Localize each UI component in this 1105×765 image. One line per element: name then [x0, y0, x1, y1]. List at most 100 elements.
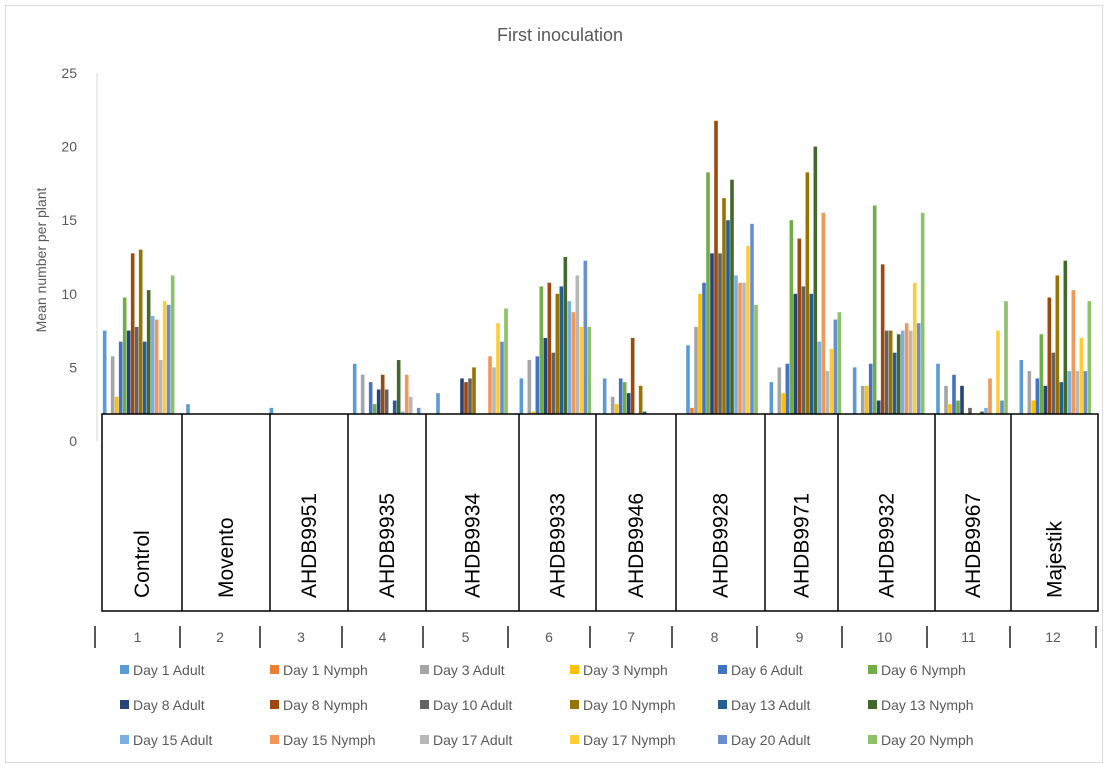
- legend-swatch: [120, 665, 129, 674]
- x-tick-label: 2: [216, 629, 224, 645]
- legend-swatch: [420, 700, 429, 709]
- bar-day-20-adult-cat-5: [500, 341, 504, 441]
- bar-day-20-nymph-cat-10: [920, 212, 925, 441]
- bar-day-13-nymph-cat-9: [813, 146, 818, 441]
- legend-label: Day 17 Adult: [433, 732, 512, 748]
- y-tick-label: 25: [61, 65, 77, 81]
- bar-day-20-nymph-cat-1: [170, 275, 175, 441]
- y-tick-label: 10: [61, 286, 77, 302]
- bar-day-17-adult-cat-6: [575, 275, 580, 441]
- bar-day-10-nymph-cat-12: [1055, 275, 1060, 441]
- legend-label: Day 3 Adult: [433, 662, 505, 678]
- y-tick-label: 0: [69, 433, 77, 449]
- bar-day-10-adult-cat-5: [468, 378, 472, 441]
- bar-day-15-nymph-cat-4: [404, 374, 409, 441]
- bar-day-6-adult-cat-6: [535, 356, 540, 441]
- treatment-label: AHDB9935: [376, 493, 399, 598]
- bar-day-13-adult-cat-12: [1059, 382, 1064, 441]
- bar-day-20-adult-cat-9: [833, 319, 838, 441]
- bar-day-6-adult-cat-1: [118, 341, 123, 441]
- x-tick-label: 3: [297, 629, 305, 645]
- bar-day-8-nymph-cat-9: [797, 238, 802, 441]
- bar-day-6-nymph-cat-12: [1039, 334, 1044, 441]
- bar-day-15-nymph-cat-12: [1071, 290, 1076, 441]
- treatment-label: AHDB9951: [298, 493, 321, 598]
- bar-day-6-nymph-cat-10: [872, 205, 877, 441]
- bar-day-10-adult-cat-12: [1051, 352, 1056, 441]
- bar-day-10-nymph-cat-1: [138, 249, 143, 441]
- bar-day-20-nymph-cat-6: [587, 326, 592, 441]
- bar-day-8-nymph-cat-6: [547, 282, 552, 441]
- bar-day-17-nymph-cat-10: [912, 282, 917, 441]
- legend-label: Day 8 Adult: [133, 697, 205, 713]
- legend-label: Day 6 Adult: [731, 662, 803, 678]
- bar-day-17-nymph-cat-8: [746, 245, 750, 441]
- bar-day-1-adult-cat-7: [602, 378, 607, 441]
- bar-day-6-adult-cat-7: [618, 378, 623, 441]
- legend-swatch: [570, 735, 579, 744]
- y-tick-label: 15: [61, 212, 77, 228]
- bar-day-6-nymph-cat-8: [706, 172, 710, 442]
- legend-label: Day 10 Nymph: [583, 697, 676, 713]
- treatment-label: AHDB9932: [876, 493, 899, 598]
- x-tick-label: 7: [627, 629, 635, 645]
- x-tick-label: 4: [379, 629, 387, 645]
- y-tick-label: 5: [69, 359, 77, 375]
- bar-day-10-adult-cat-6: [551, 352, 556, 441]
- bar-day-6-adult-cat-12: [1035, 378, 1040, 441]
- treatment-label: AHDB9934: [462, 493, 485, 598]
- legend-swatch: [718, 735, 727, 744]
- bar-day-6-adult-cat-9: [785, 363, 790, 441]
- bar-day-6-nymph-cat-7: [622, 382, 627, 441]
- treatment-label: AHDB9967: [962, 493, 985, 598]
- bar-day-3-adult-cat-1: [110, 356, 115, 441]
- bar-day-8-nymph-cat-1: [130, 253, 135, 441]
- bar-day-8-nymph-cat-10: [880, 264, 885, 441]
- legend-swatch: [420, 735, 429, 744]
- legend-label: Day 15 Nymph: [283, 732, 376, 748]
- legend-label: Day 15 Adult: [133, 732, 212, 748]
- x-tick-label: 10: [877, 629, 893, 645]
- legend-swatch: [420, 665, 429, 674]
- x-tick-label: 5: [462, 629, 470, 645]
- bar-day-8-nymph-cat-12: [1047, 297, 1052, 441]
- legend-label: Day 20 Nymph: [881, 732, 974, 748]
- bar-day-13-adult-cat-8: [726, 220, 730, 441]
- treatment-table: Control Movento AHDB9951 AHDB9935 AHDB9934 AH…: [101, 413, 1099, 612]
- bar-day-15-adult-cat-1: [150, 315, 155, 441]
- legend-label: Day 13 Nymph: [881, 697, 974, 713]
- legend-label: Day 13 Adult: [731, 697, 810, 713]
- bar-day-15-nymph-cat-5: [488, 356, 492, 441]
- bar-day-6-adult-cat-4: [368, 382, 373, 441]
- bar-day-8-adult-cat-5: [460, 378, 464, 441]
- bar-day-17-adult-cat-8: [742, 282, 746, 441]
- treatment-label: Movento: [215, 517, 238, 598]
- bar-day-20-nymph-cat-11: [1004, 301, 1008, 441]
- legend-swatch: [120, 700, 129, 709]
- bar-day-13-adult-cat-1: [142, 341, 147, 441]
- bar-day-1-adult-cat-4: [352, 363, 357, 441]
- bar-day-15-adult-cat-8: [734, 275, 738, 441]
- bar-day-3-nymph-cat-8: [698, 293, 702, 441]
- bar-day-1-adult-cat-9: [769, 382, 774, 441]
- bar-day-13-nymph-cat-10: [896, 334, 901, 441]
- bar-day-1-adult-cat-1: [102, 330, 107, 441]
- bar-day-17-nymph-cat-1: [162, 301, 167, 441]
- bar-day-8-adult-cat-6: [543, 337, 548, 441]
- bar-day-20-nymph-cat-12: [1087, 301, 1092, 441]
- treatment-label: AHDB9946: [625, 493, 648, 598]
- bar-day-10-nymph-cat-10: [888, 330, 893, 441]
- legend-label: Day 8 Nymph: [283, 697, 368, 713]
- y-axis-label: Mean number per plant: [33, 188, 49, 333]
- bar-day-15-nymph-cat-9: [821, 212, 826, 441]
- bar-day-13-nymph-cat-1: [146, 290, 151, 441]
- legend-label: Day 17 Nymph: [583, 732, 676, 748]
- chart-frame: [5, 5, 1103, 763]
- legend-label: Day 10 Adult: [433, 697, 512, 713]
- bar-day-1-adult-cat-6: [519, 378, 524, 441]
- legend: Day 1 Adult Day 1 Nymph Day 3 Adult Day 3 N…: [120, 662, 974, 748]
- bar-day-3-adult-cat-9: [777, 367, 782, 441]
- legend-swatch: [718, 700, 727, 709]
- bar-day-20-nymph-cat-9: [837, 312, 842, 441]
- y-tick-label: 20: [61, 139, 77, 155]
